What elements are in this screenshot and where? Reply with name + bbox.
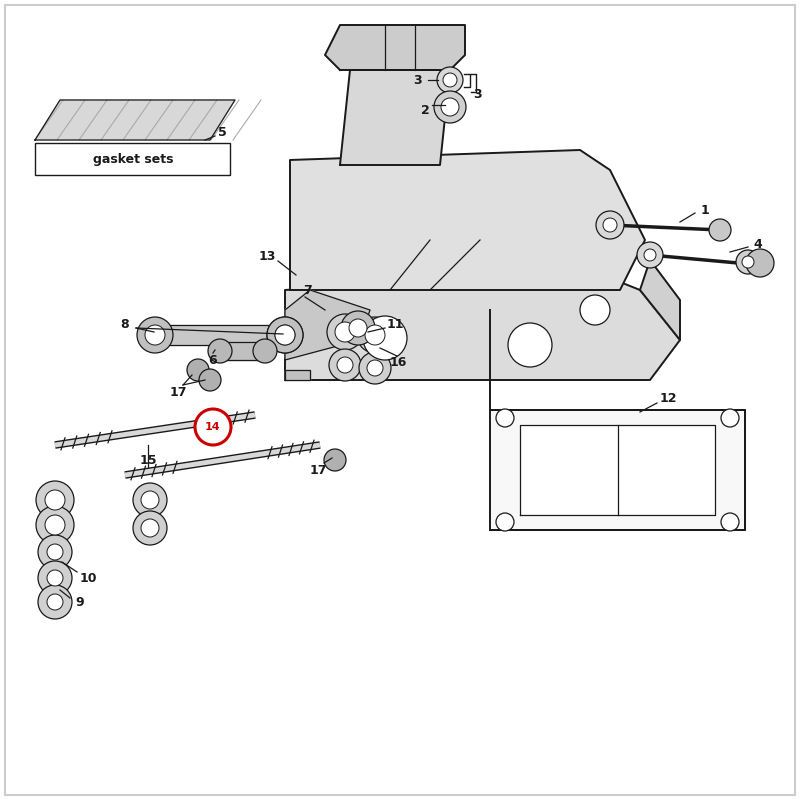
Text: 3: 3 bbox=[474, 87, 482, 101]
Circle shape bbox=[199, 369, 221, 391]
Text: 3: 3 bbox=[414, 74, 422, 86]
Text: 7: 7 bbox=[302, 283, 311, 297]
Circle shape bbox=[329, 349, 361, 381]
Circle shape bbox=[267, 317, 303, 353]
Polygon shape bbox=[220, 342, 265, 360]
Circle shape bbox=[141, 519, 159, 537]
Circle shape bbox=[746, 249, 774, 277]
Text: 17: 17 bbox=[310, 463, 326, 477]
Circle shape bbox=[437, 67, 463, 93]
Circle shape bbox=[36, 481, 74, 519]
Circle shape bbox=[496, 513, 514, 531]
Circle shape bbox=[721, 409, 739, 427]
Circle shape bbox=[133, 511, 167, 545]
Circle shape bbox=[253, 339, 277, 363]
Text: 2: 2 bbox=[421, 103, 430, 117]
Polygon shape bbox=[520, 425, 715, 515]
Circle shape bbox=[736, 250, 760, 274]
Text: 8: 8 bbox=[121, 318, 130, 330]
Circle shape bbox=[443, 73, 457, 87]
Circle shape bbox=[496, 409, 514, 427]
Circle shape bbox=[337, 357, 353, 373]
Text: 12: 12 bbox=[659, 391, 677, 405]
Text: 16: 16 bbox=[390, 355, 406, 369]
Circle shape bbox=[441, 98, 459, 116]
Circle shape bbox=[359, 352, 391, 384]
Circle shape bbox=[133, 483, 167, 517]
Text: 10: 10 bbox=[79, 571, 97, 585]
Polygon shape bbox=[285, 270, 680, 380]
Circle shape bbox=[357, 317, 393, 353]
Polygon shape bbox=[640, 260, 680, 340]
Circle shape bbox=[349, 319, 367, 337]
Circle shape bbox=[324, 449, 346, 471]
Circle shape bbox=[365, 325, 385, 345]
Circle shape bbox=[47, 594, 63, 610]
Polygon shape bbox=[285, 370, 310, 380]
Circle shape bbox=[327, 314, 363, 350]
Circle shape bbox=[267, 317, 303, 353]
Polygon shape bbox=[155, 325, 285, 345]
Circle shape bbox=[275, 325, 295, 345]
Polygon shape bbox=[490, 410, 745, 530]
Circle shape bbox=[195, 409, 231, 445]
Circle shape bbox=[434, 91, 466, 123]
Circle shape bbox=[38, 535, 72, 569]
FancyBboxPatch shape bbox=[5, 5, 795, 795]
Circle shape bbox=[187, 359, 209, 381]
Circle shape bbox=[47, 570, 63, 586]
Circle shape bbox=[721, 513, 739, 531]
Text: 4: 4 bbox=[754, 238, 762, 250]
Text: 6: 6 bbox=[209, 354, 218, 366]
Circle shape bbox=[45, 515, 65, 535]
Text: 13: 13 bbox=[258, 250, 276, 263]
Circle shape bbox=[596, 211, 624, 239]
Circle shape bbox=[508, 323, 552, 367]
Text: 1: 1 bbox=[701, 203, 710, 217]
Circle shape bbox=[637, 242, 663, 268]
Text: 5: 5 bbox=[218, 126, 226, 138]
Circle shape bbox=[742, 256, 754, 268]
Circle shape bbox=[363, 316, 407, 360]
Circle shape bbox=[145, 325, 165, 345]
Polygon shape bbox=[290, 150, 645, 290]
Text: 9: 9 bbox=[76, 595, 84, 609]
Circle shape bbox=[36, 506, 74, 544]
Circle shape bbox=[580, 295, 610, 325]
Circle shape bbox=[603, 218, 617, 232]
Text: 11: 11 bbox=[386, 318, 404, 330]
Polygon shape bbox=[340, 70, 450, 165]
Polygon shape bbox=[35, 100, 235, 140]
Circle shape bbox=[137, 317, 173, 353]
Circle shape bbox=[141, 491, 159, 509]
Circle shape bbox=[709, 219, 731, 241]
Text: gasket sets: gasket sets bbox=[93, 153, 174, 166]
Polygon shape bbox=[325, 25, 465, 70]
Circle shape bbox=[335, 322, 355, 342]
Circle shape bbox=[367, 360, 383, 376]
Circle shape bbox=[47, 544, 63, 560]
Polygon shape bbox=[285, 290, 370, 360]
Text: 17: 17 bbox=[170, 386, 186, 398]
Text: 14: 14 bbox=[205, 422, 221, 432]
Text: 15: 15 bbox=[139, 454, 157, 466]
Circle shape bbox=[38, 585, 72, 619]
FancyBboxPatch shape bbox=[35, 143, 230, 175]
Circle shape bbox=[341, 311, 375, 345]
Circle shape bbox=[275, 325, 295, 345]
Circle shape bbox=[644, 249, 656, 261]
Circle shape bbox=[208, 339, 232, 363]
Circle shape bbox=[38, 561, 72, 595]
Circle shape bbox=[45, 490, 65, 510]
